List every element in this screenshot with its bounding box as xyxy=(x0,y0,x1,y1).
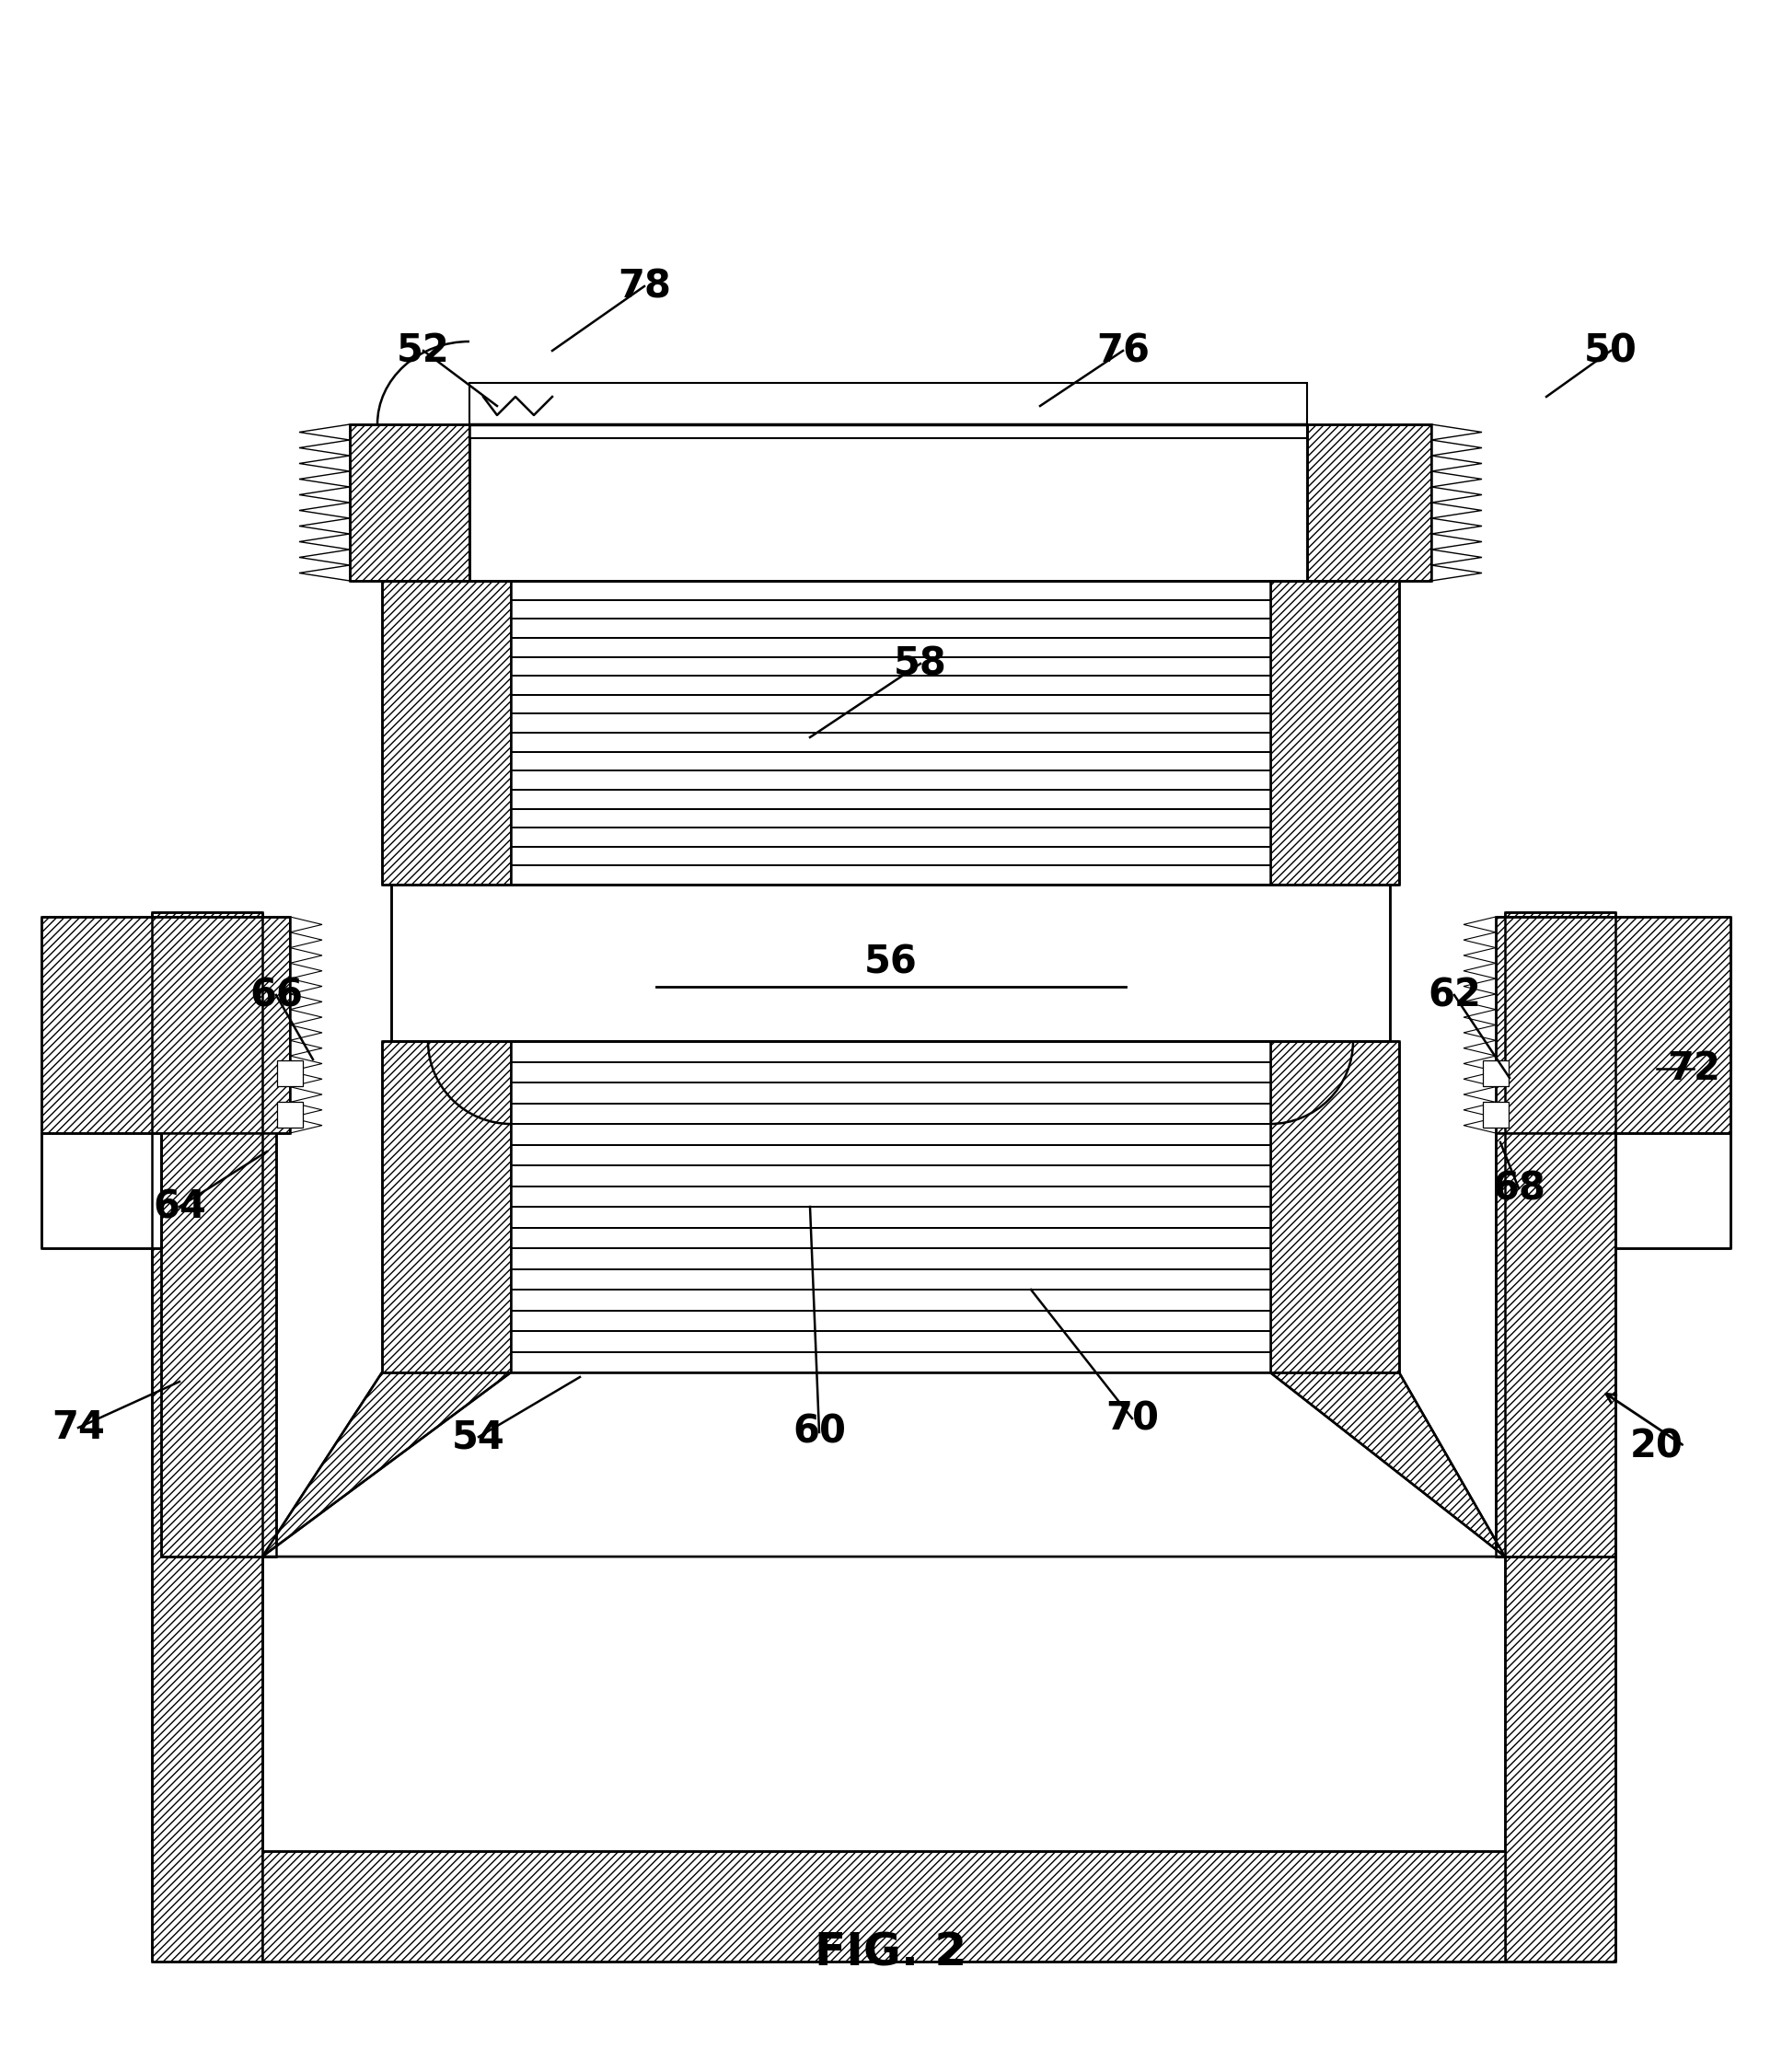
Polygon shape xyxy=(290,932,323,947)
Polygon shape xyxy=(1506,912,1616,1962)
Bar xyxy=(469,383,1306,437)
Polygon shape xyxy=(290,916,323,932)
Text: 20: 20 xyxy=(1631,1428,1684,1465)
Polygon shape xyxy=(1431,518,1483,535)
Polygon shape xyxy=(1463,1102,1495,1117)
Polygon shape xyxy=(290,1040,323,1057)
Polygon shape xyxy=(1463,1086,1495,1102)
Polygon shape xyxy=(381,580,511,885)
Polygon shape xyxy=(1463,963,1495,978)
Polygon shape xyxy=(299,487,349,503)
Polygon shape xyxy=(262,1372,1506,1556)
Polygon shape xyxy=(262,1850,1506,1962)
Polygon shape xyxy=(290,1071,323,1086)
Polygon shape xyxy=(1463,947,1495,963)
Polygon shape xyxy=(1463,995,1495,1009)
Bar xyxy=(41,1133,160,1247)
Polygon shape xyxy=(290,1117,323,1133)
Polygon shape xyxy=(1463,1117,1495,1133)
Polygon shape xyxy=(290,995,323,1009)
Bar xyxy=(276,1102,303,1127)
Text: 64: 64 xyxy=(153,1187,207,1227)
Polygon shape xyxy=(1463,1040,1495,1057)
Polygon shape xyxy=(299,566,349,580)
Polygon shape xyxy=(1463,1009,1495,1026)
Bar xyxy=(1483,1102,1509,1127)
Polygon shape xyxy=(290,1026,323,1040)
Bar xyxy=(511,580,1271,885)
Text: 72: 72 xyxy=(1666,1048,1720,1088)
Polygon shape xyxy=(1463,1026,1495,1040)
Bar xyxy=(392,885,1390,1040)
Polygon shape xyxy=(41,916,290,1133)
Polygon shape xyxy=(1431,470,1483,487)
Polygon shape xyxy=(1271,1040,1399,1372)
Text: 58: 58 xyxy=(895,644,946,684)
Polygon shape xyxy=(1495,1133,1616,1556)
Text: 62: 62 xyxy=(1427,976,1481,1015)
Polygon shape xyxy=(299,439,349,456)
Polygon shape xyxy=(1431,535,1483,549)
Text: 60: 60 xyxy=(793,1413,846,1452)
Bar xyxy=(276,1061,303,1086)
Polygon shape xyxy=(299,425,349,439)
Polygon shape xyxy=(290,1057,323,1071)
Bar xyxy=(1616,1133,1730,1247)
Polygon shape xyxy=(1431,566,1483,580)
Polygon shape xyxy=(290,1086,323,1102)
Polygon shape xyxy=(299,535,349,549)
Polygon shape xyxy=(1431,549,1483,566)
Text: FIG. 2: FIG. 2 xyxy=(814,1931,968,1975)
Polygon shape xyxy=(299,456,349,470)
Polygon shape xyxy=(290,963,323,978)
Text: 74: 74 xyxy=(52,1409,105,1446)
Bar xyxy=(511,1040,1271,1372)
Polygon shape xyxy=(1306,425,1431,580)
Polygon shape xyxy=(1431,425,1483,439)
Polygon shape xyxy=(290,947,323,963)
Polygon shape xyxy=(1463,1057,1495,1071)
Polygon shape xyxy=(299,470,349,487)
Text: 54: 54 xyxy=(453,1417,506,1457)
Polygon shape xyxy=(1431,456,1483,470)
Polygon shape xyxy=(1463,916,1495,932)
Text: 66: 66 xyxy=(249,976,303,1015)
Text: 50: 50 xyxy=(1584,332,1638,371)
Polygon shape xyxy=(290,1102,323,1117)
Polygon shape xyxy=(1431,503,1483,518)
Polygon shape xyxy=(1271,580,1399,885)
Polygon shape xyxy=(299,549,349,566)
Polygon shape xyxy=(262,1372,1506,1556)
Bar xyxy=(1483,1061,1509,1086)
Polygon shape xyxy=(1431,487,1483,503)
Polygon shape xyxy=(160,1133,276,1556)
Polygon shape xyxy=(381,1040,511,1372)
Polygon shape xyxy=(1431,439,1483,456)
Polygon shape xyxy=(151,912,262,1962)
Text: 70: 70 xyxy=(1105,1399,1158,1438)
Polygon shape xyxy=(290,1009,323,1026)
Polygon shape xyxy=(1463,932,1495,947)
Text: 56: 56 xyxy=(864,943,918,982)
Text: 68: 68 xyxy=(1492,1169,1545,1208)
Text: 52: 52 xyxy=(397,332,451,371)
Bar xyxy=(469,425,1306,580)
Polygon shape xyxy=(1463,1071,1495,1086)
Polygon shape xyxy=(349,425,469,580)
Text: 78: 78 xyxy=(618,267,672,305)
Polygon shape xyxy=(299,503,349,518)
Polygon shape xyxy=(1463,978,1495,995)
Polygon shape xyxy=(299,518,349,535)
Text: 76: 76 xyxy=(1096,332,1149,371)
Polygon shape xyxy=(1495,916,1730,1133)
Polygon shape xyxy=(290,978,323,995)
